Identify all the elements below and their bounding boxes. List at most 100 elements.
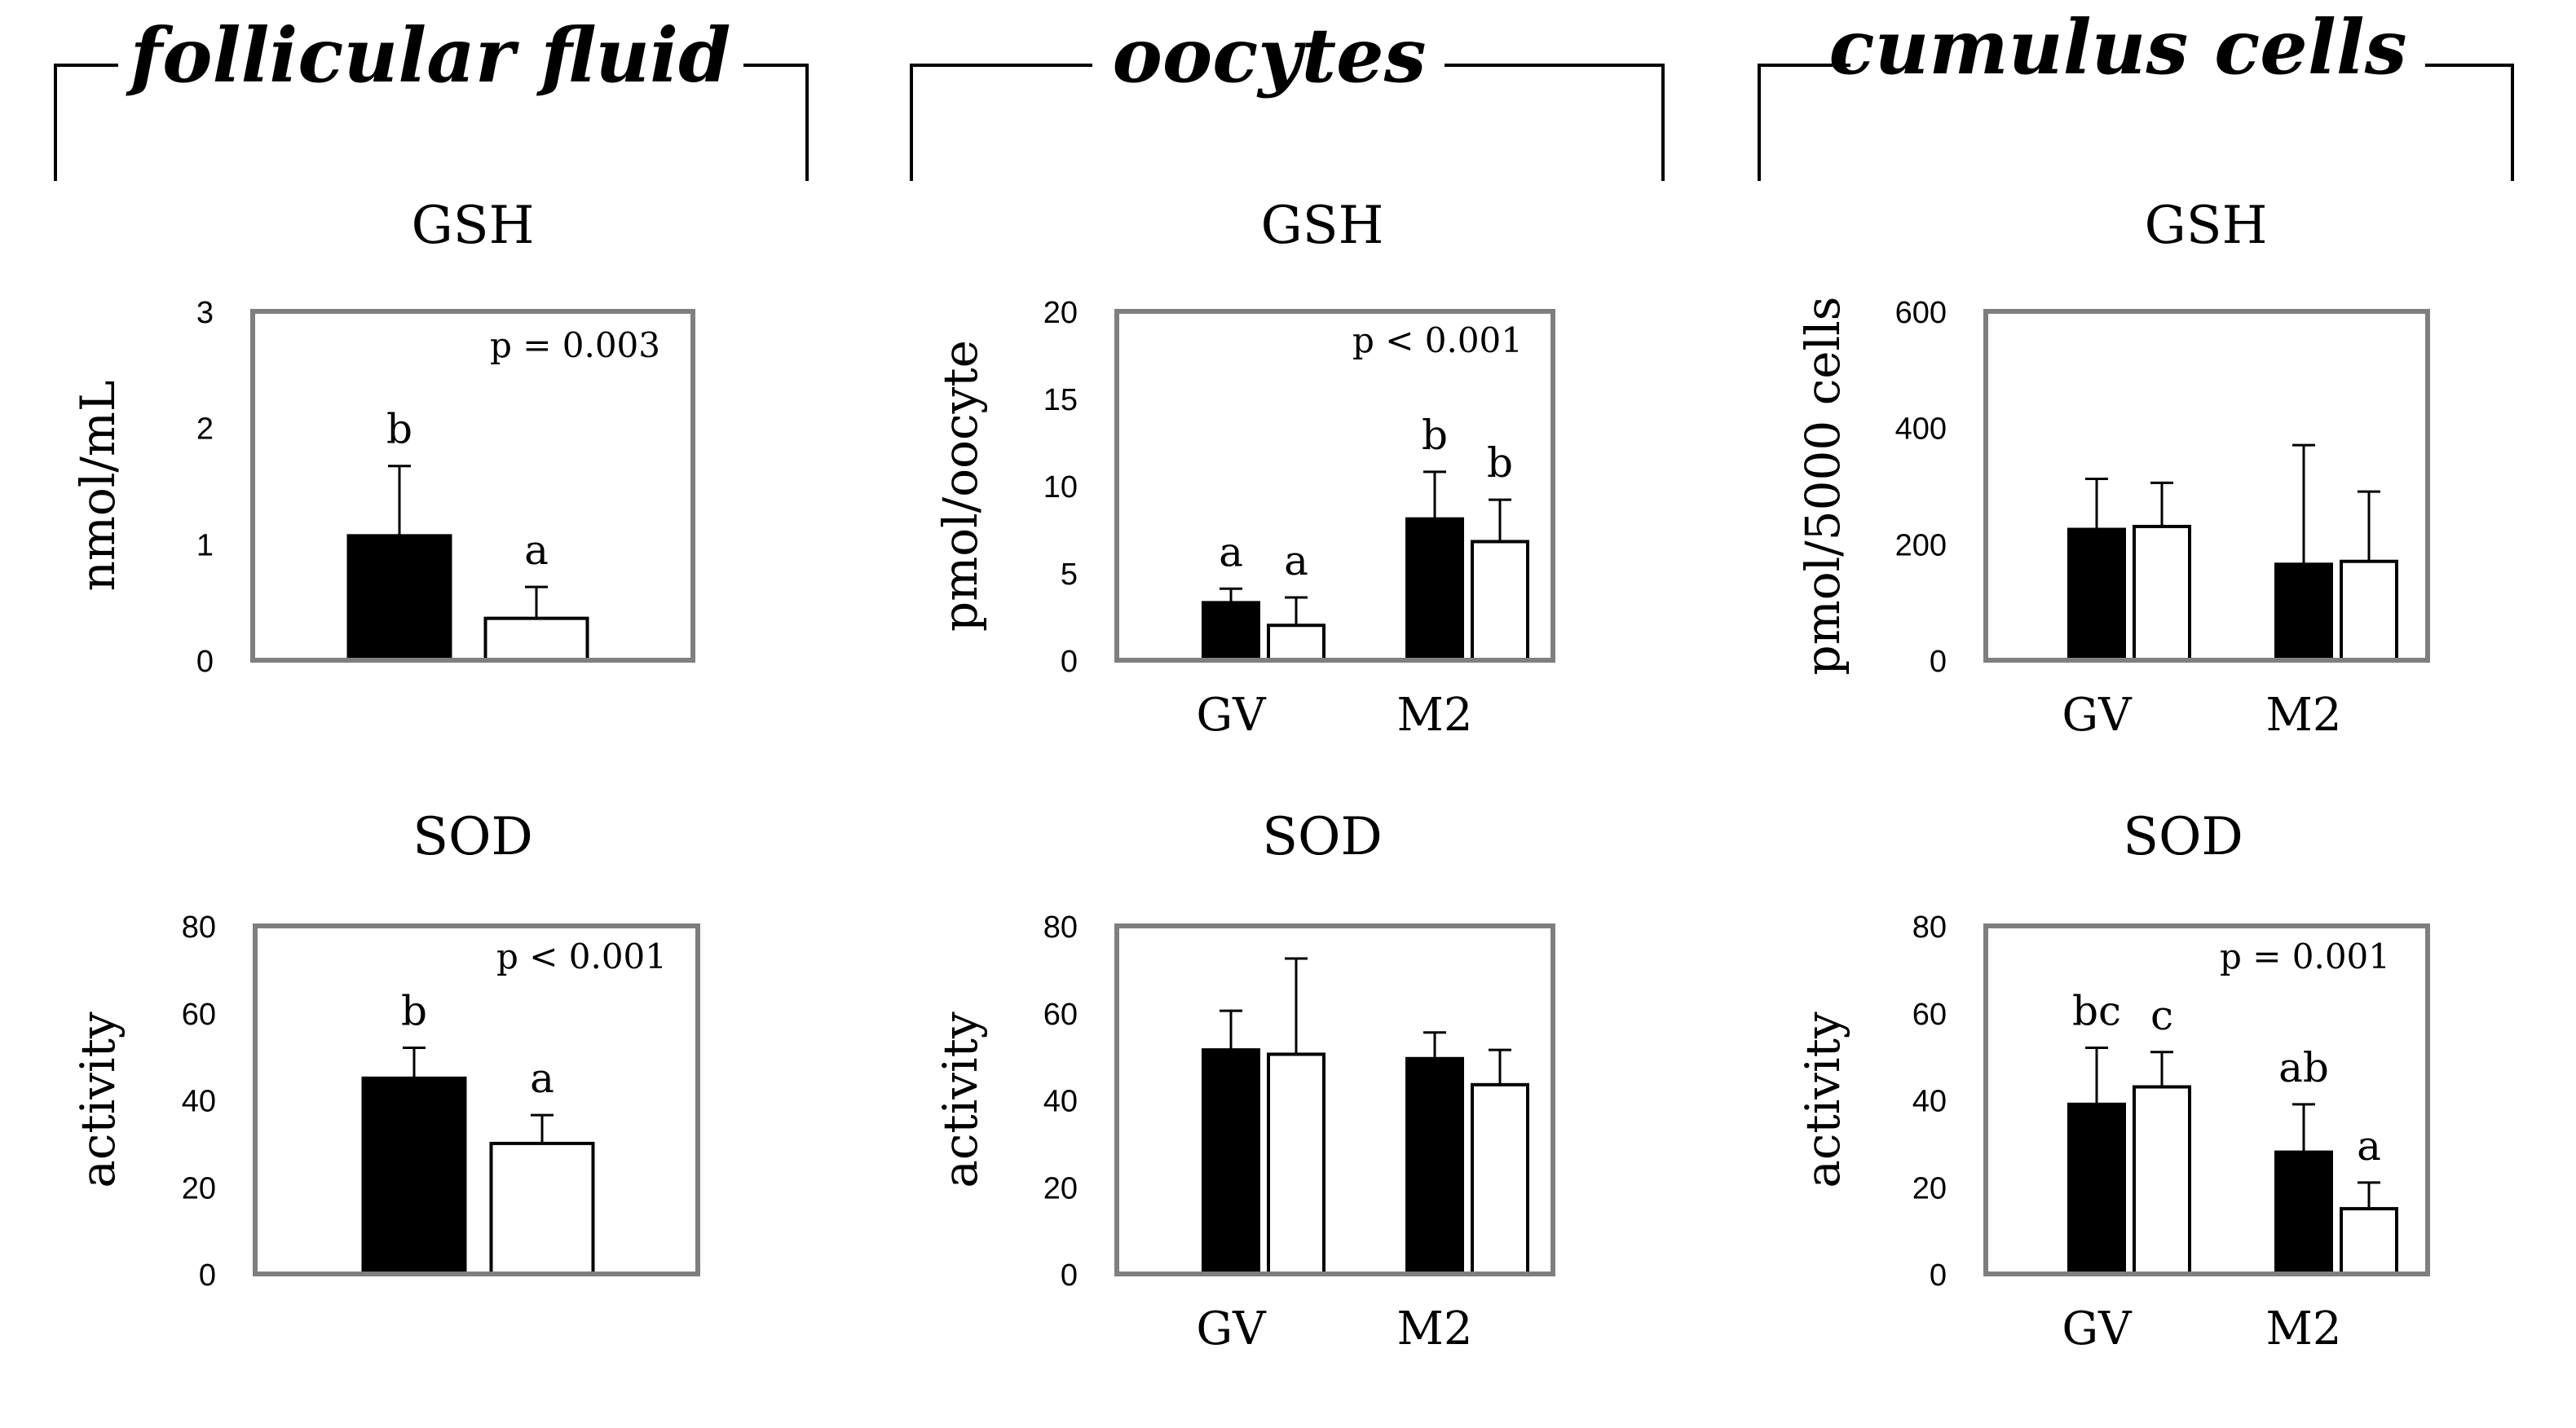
section-bracket [54,64,118,181]
significance-letter: b [1487,439,1513,487]
y-tick-label: 20 [1043,296,1078,330]
y-tick-label: 600 [1895,296,1947,330]
section-bracket [743,64,809,181]
chart-cc-sod: SOD activity 0 20 40 60 80 bc ab c a p = 0.001 GV M2 [1795,807,2430,1355]
chart-title: GSH [1261,196,1384,256]
section-title: oocytes [1112,11,1426,99]
significance-letter: b [1422,412,1448,459]
y-axis-label: pmol/oocyte [933,340,988,632]
y-tick-label: 400 [1895,412,1947,447]
y-tick-label: 60 [182,998,216,1032]
significance-letter: a [530,1055,554,1102]
y-tick-label: 0 [1061,1258,1078,1293]
y-axis-label: nmol/mL [70,381,126,592]
p-value-label: p = 0.003 [490,325,660,365]
y-tick-label: 0 [1930,645,1947,679]
x-category-label: M2 [2266,1302,2342,1355]
bar [361,1076,467,1276]
chart-ff-gsh: GSH nmol/mL 0 1 2 3 b a p = 0.003 [70,196,695,679]
significance-letter: bc [2072,987,2121,1034]
y-axis-label: activity [933,1012,988,1188]
chart-oo-sod: SOD activity 0 20 40 60 80 GV M2 [933,807,1555,1355]
bar [2133,524,2191,663]
section-title: cumulus cells [1828,3,2406,91]
bar [489,1141,595,1276]
plot-frame [1114,309,1555,663]
y-tick-label: 20 [1912,1171,1947,1205]
section-bracket [1758,64,1850,181]
chart-title: GSH [412,196,535,256]
bar [1471,1082,1529,1276]
plot-frame [1983,923,2430,1276]
bar [1202,601,1260,663]
y-axis-label: activity [70,1012,126,1188]
y-tick-label: 80 [1043,910,1078,945]
charts: GSH nmol/mL 0 1 2 3 b a p = 0.003 GSH pmol/oocyte 0… [70,196,2430,1355]
significance-letter: ab [2278,1044,2329,1091]
bar [2274,1150,2333,1276]
bar [2067,527,2126,662]
y-tick-label: 0 [1930,1258,1947,1293]
plot-frame [1983,309,2430,663]
chart-title: GSH [2145,196,2268,256]
y-tick-label: 60 [1912,998,1947,1032]
chart-title: SOD [2123,807,2243,867]
y-axis-label: pmol/5000 cells [1795,297,1850,676]
y-tick-label: 1 [196,528,214,562]
bar [2340,559,2398,663]
plot-frame [253,923,700,1276]
bar [2133,1085,2191,1276]
p-value-label: p = 0.001 [2220,937,2390,976]
y-tick-label: 40 [1912,1085,1947,1119]
bar [346,534,452,663]
y-tick-label: 0 [199,1258,216,1293]
bar [1405,1056,1464,1276]
section-title: follicular fluid [126,11,731,99]
significance-letter: b [386,406,412,453]
chart-title: SOD [412,807,533,867]
y-tick-label: 80 [182,910,216,945]
significance-letter: c [2150,992,2173,1039]
y-tick-label: 2 [196,412,214,447]
x-category-label: M2 [1397,1302,1473,1355]
x-category-label: M2 [1397,689,1473,742]
y-tick-label: 15 [1043,383,1078,417]
significance-letter: b [401,987,427,1034]
y-tick-label: 0 [1061,645,1078,679]
bar [1267,624,1325,663]
p-value-label: p < 0.001 [496,937,667,976]
bar [1471,540,1529,662]
y-tick-label: 3 [196,296,214,330]
y-tick-label: 5 [1061,558,1078,592]
section-follicular-fluid: follicular fluid [54,11,809,181]
y-tick-label: 40 [182,1085,216,1119]
y-axis-label: activity [1795,1012,1850,1188]
x-category-label: GV [1196,689,1267,742]
section-bracket [2425,64,2514,181]
bar [1267,1052,1325,1276]
plot-frame [1114,923,1555,1276]
y-tick-label: 10 [1043,470,1078,505]
x-category-label: GV [2062,1302,2133,1355]
chart-title: SOD [1262,807,1383,867]
y-tick-label: 60 [1043,998,1078,1032]
bar [2067,1102,2126,1276]
significance-letter: a [2357,1122,2381,1170]
chart-ff-sod: SOD activity 0 20 40 60 80 b a p < 0.001 [70,807,700,1293]
p-value-label: p < 0.001 [1352,320,1523,360]
section-bracket [1445,64,1665,181]
y-tick-label: 40 [1043,1085,1078,1119]
plot-frame [250,309,695,663]
section-cumulus-cells: cumulus cells [1758,3,2514,181]
x-category-label: M2 [2266,689,2342,742]
bar [483,616,589,663]
significance-letter: a [524,527,549,574]
bar [2340,1206,2398,1276]
section-bracket [910,64,1092,181]
y-tick-label: 200 [1895,528,1947,562]
x-category-label: GV [2062,689,2133,742]
y-tick-label: 20 [182,1171,216,1205]
bar [1202,1048,1260,1276]
section-oocytes: oocytes [910,11,1665,181]
